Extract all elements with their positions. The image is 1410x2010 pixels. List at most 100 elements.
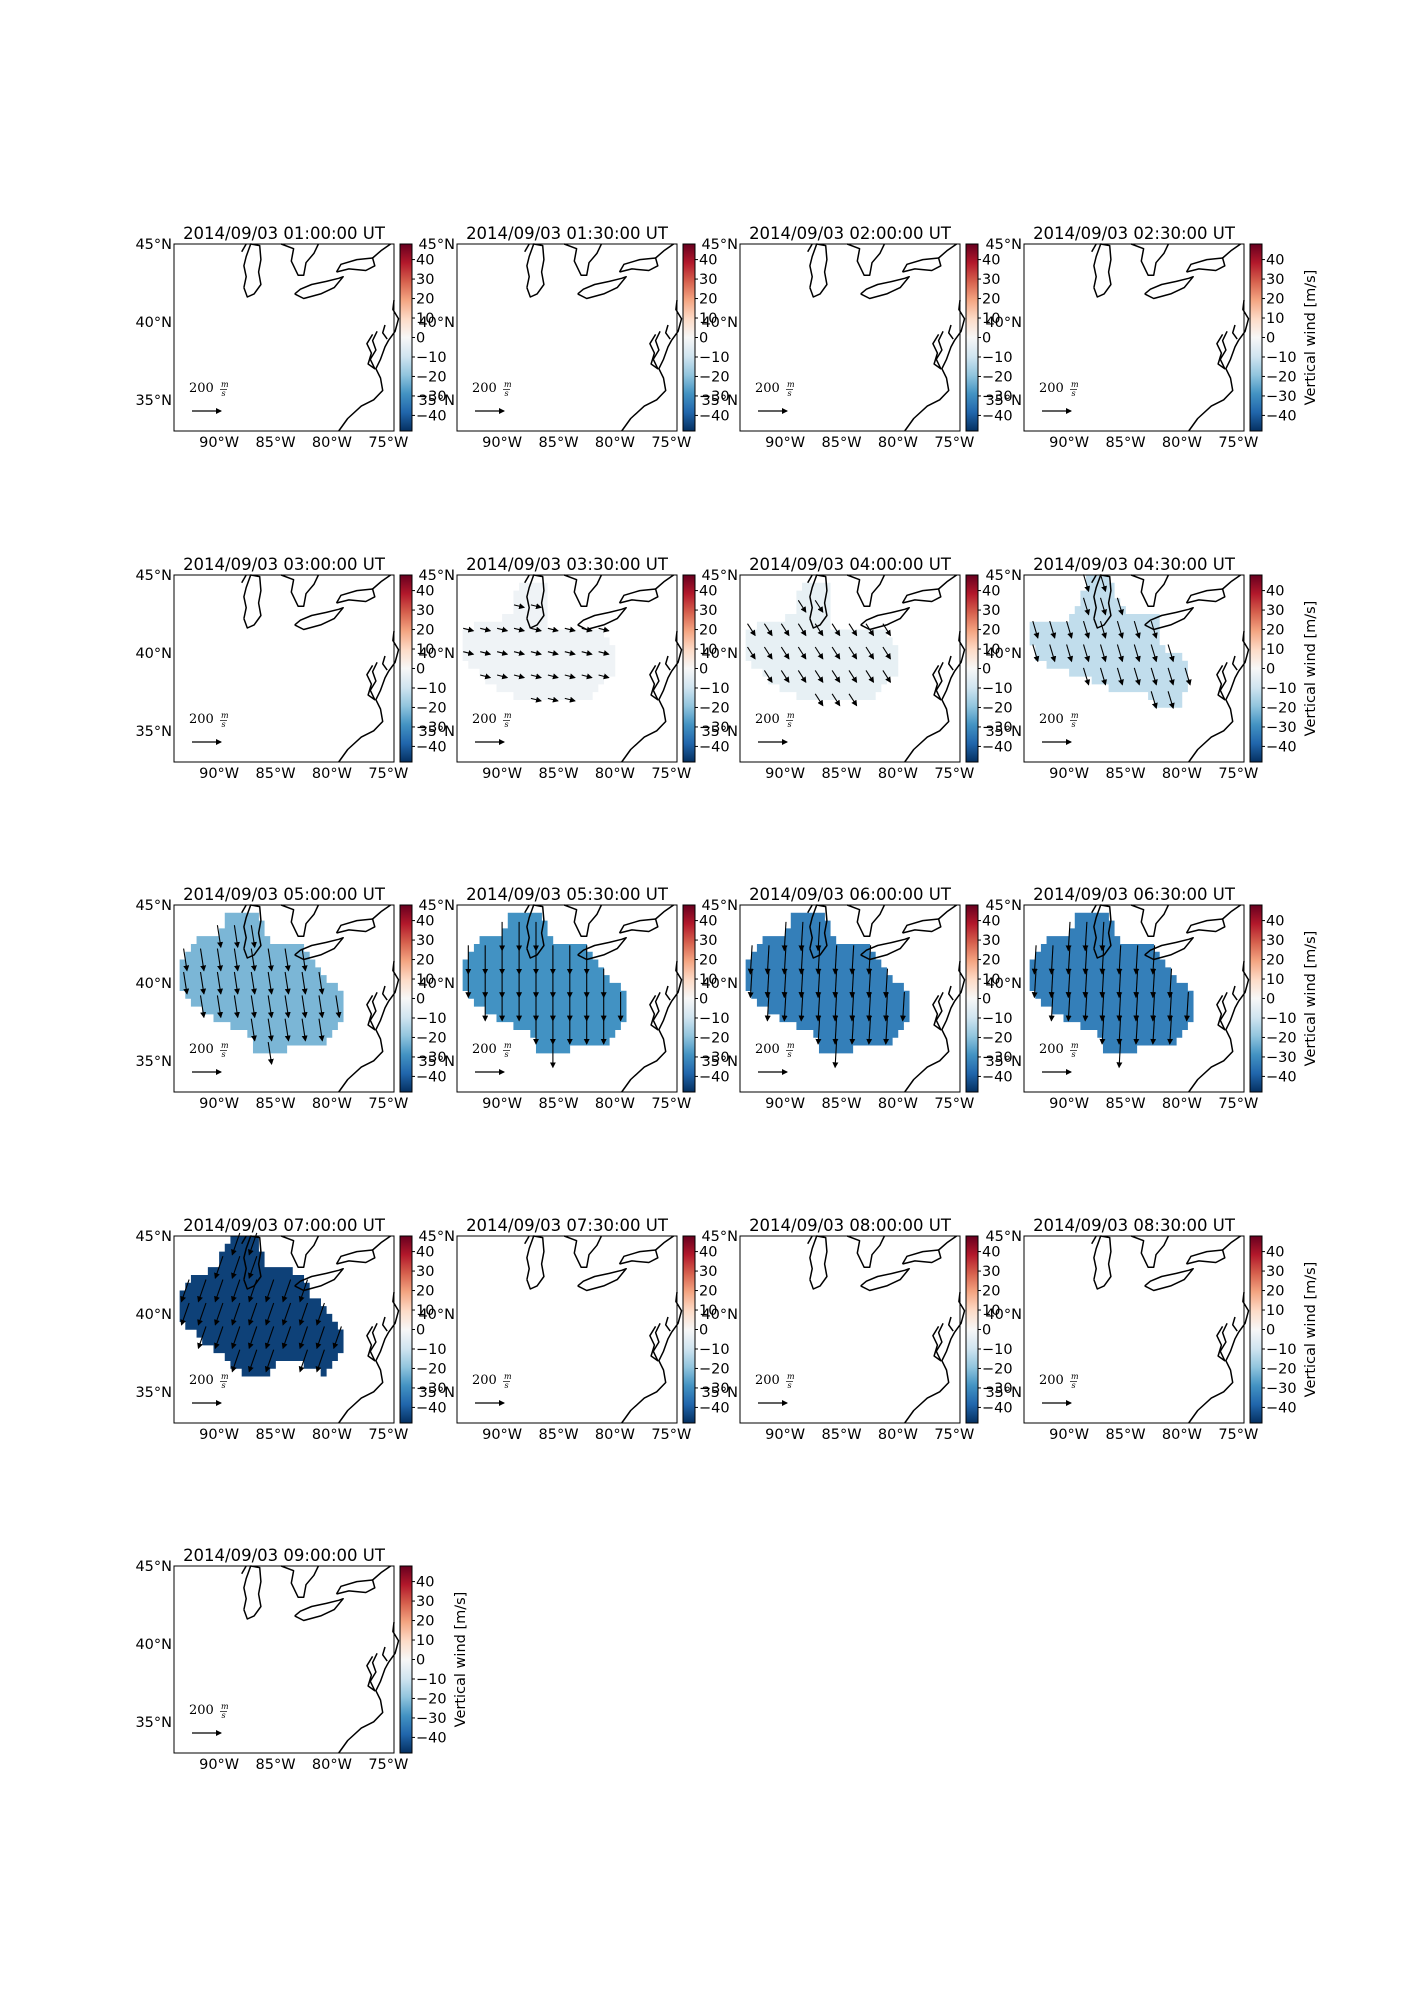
colorbar-tick-label: −20 (416, 700, 447, 716)
wind-arrow (233, 948, 240, 972)
map-frame (456, 904, 678, 1093)
wind-arrow (848, 670, 858, 684)
colorbar-tick-label: −30 (982, 720, 1013, 736)
lat-tick-label: 35°N (135, 393, 172, 409)
lat-tick-label: 40°N (135, 1637, 172, 1653)
colorbar-label: Vertical wind [m/s] (1303, 270, 1319, 406)
coastline (807, 574, 813, 584)
map-panel: 2014/09/03 02:30:00 UT 45°N 40°N 35°N 90°W 85… (985, 224, 1319, 451)
coastline (932, 661, 944, 701)
lat-tick-label: 40°N (701, 976, 738, 992)
panel-title: 2014/09/03 06:30:00 UT (1033, 885, 1236, 904)
wind-arrow (513, 626, 526, 633)
lon-tick-label: 80°W (595, 1096, 635, 1112)
wind-arrow (250, 925, 257, 949)
wind-arrow (814, 693, 824, 707)
colorbar-tick-label: 40 (699, 584, 717, 600)
coastline (932, 330, 944, 370)
map-frame (1023, 904, 1245, 1093)
quiver-key-value: 200 (1039, 381, 1064, 396)
quiver-key-unit-den: s (1072, 720, 1076, 729)
wind-arrow (248, 1256, 258, 1280)
colorbar-tick-label: 0 (416, 1323, 425, 1339)
wind-arrow (1099, 921, 1106, 952)
colorbar-tick-label: 0 (1266, 992, 1275, 1008)
wind-arrow (849, 945, 856, 975)
quiver-key-value: 200 (189, 381, 214, 396)
coastline (1093, 243, 1112, 298)
colorbar-tick-label: 0 (982, 331, 991, 347)
colorbar-tick-label: 0 (699, 331, 708, 347)
panel-title: 2014/09/03 02:30:00 UT (1033, 224, 1236, 243)
colorbar-tick-label: −10 (1266, 1342, 1297, 1358)
colorbar-tick-label: 40 (982, 584, 1000, 600)
lon-tick-label: 85°W (539, 435, 579, 451)
coastline (1144, 275, 1194, 300)
wind-arrow (216, 948, 223, 972)
lat-tick-label: 40°N (135, 1307, 172, 1323)
panel-title: 2014/09/03 04:30:00 UT (1033, 555, 1236, 574)
map-frame (739, 574, 961, 763)
coastline (1093, 574, 1112, 629)
coastline (526, 574, 545, 629)
colorbar (399, 904, 413, 1093)
coastline (618, 257, 659, 273)
lon-tick-label: 80°W (878, 435, 918, 451)
map-frame (456, 574, 678, 763)
lon-tick-label: 90°W (199, 1096, 239, 1112)
lon-tick-label: 75°W (934, 766, 974, 782)
colorbar-tick-label: −10 (416, 681, 447, 697)
wind-arrow (832, 945, 839, 975)
vertical-wind-cells (462, 582, 616, 700)
lon-tick-label: 85°W (1106, 766, 1146, 782)
lon-tick-label: 90°W (765, 1096, 805, 1112)
wind-arrow (231, 1232, 241, 1256)
wind-arrow (1116, 620, 1124, 639)
colorbar-tick-label: −20 (982, 369, 1013, 385)
coastline (1185, 588, 1226, 604)
panel-title: 2014/09/03 09:00:00 UT (183, 1546, 386, 1565)
colorbar-tick-label: 40 (1266, 253, 1284, 269)
quiver-key-unit-den: s (788, 1381, 792, 1390)
colorbar-tick-label: 0 (982, 992, 991, 1008)
colorbar-tick-label: −30 (699, 1381, 730, 1397)
lon-tick-label: 85°W (256, 766, 296, 782)
wind-arrow (284, 948, 291, 972)
wind-arrow (180, 1279, 190, 1303)
wind-arrow (530, 696, 542, 703)
colorbar-tick-label: 30 (699, 272, 717, 288)
coastline (1130, 574, 1170, 607)
quiver-key-unit-den: s (222, 1381, 226, 1390)
colorbar-tick-label: 30 (982, 272, 1000, 288)
coastline (649, 330, 661, 370)
quiver-key-value: 200 (472, 381, 497, 396)
quiver-key-unit-num: m (1071, 1372, 1079, 1381)
coastline (1216, 330, 1228, 370)
wind-arrow (780, 670, 790, 684)
coastline (563, 1235, 603, 1268)
lat-tick-label: 45°N (985, 237, 1022, 253)
colorbar-tick-label: 0 (699, 662, 708, 678)
colorbar-tick-label: −40 (699, 1069, 730, 1085)
colorbar-tick-label: 40 (982, 253, 1000, 269)
coastline (524, 243, 530, 253)
lon-tick-label: 90°W (199, 435, 239, 451)
wind-arrow (298, 1302, 309, 1326)
lon-tick-label: 80°W (312, 1427, 352, 1443)
lon-tick-label: 85°W (822, 1427, 862, 1443)
coastline (1185, 1249, 1226, 1265)
colorbar-tick-label: 20 (982, 1284, 1000, 1300)
lat-tick-label: 45°N (135, 898, 172, 914)
lat-tick-label: 40°N (135, 646, 172, 662)
colorbar-tick-label: −30 (416, 720, 447, 736)
wind-arrow (318, 1018, 325, 1042)
colorbar-tick-label: −40 (982, 408, 1013, 424)
lon-tick-label: 75°W (368, 1096, 408, 1112)
lat-tick-label: 35°N (135, 724, 172, 740)
lon-tick-label: 75°W (1218, 1427, 1258, 1443)
quiver-key: 200 ms (755, 1372, 795, 1406)
vertical-wind-cells (1029, 912, 1194, 1054)
wind-arrow (797, 623, 807, 637)
wind-arrow (1116, 597, 1124, 616)
quiver-key-unit-num: m (1071, 380, 1079, 389)
